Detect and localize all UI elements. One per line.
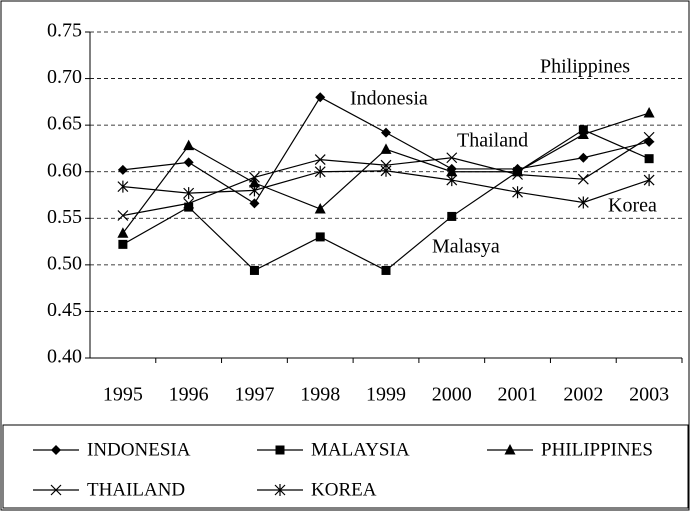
- y-tick-label: 0.70: [47, 66, 82, 88]
- legend-label: PHILIPPINES: [541, 439, 653, 460]
- x-tick-label: 2003: [629, 384, 669, 406]
- y-tick-label: 0.50: [47, 252, 82, 274]
- data-point: [249, 198, 260, 209]
- data-point: [446, 152, 458, 164]
- legend-label: INDONESIA: [87, 439, 191, 460]
- legend-box: [2, 424, 689, 509]
- data-point: [183, 187, 195, 200]
- annotation: Malasya: [432, 236, 500, 258]
- annotation: Thailand: [457, 130, 528, 152]
- data-point: [248, 176, 260, 188]
- data-point: [183, 139, 195, 151]
- legend-label: THAILAND: [87, 479, 185, 500]
- y-tick-label: 0.60: [47, 159, 82, 181]
- data-point: [249, 184, 260, 197]
- data-point: [314, 202, 326, 214]
- data-point: [578, 152, 589, 163]
- data-point: [118, 239, 128, 249]
- data-point: [315, 232, 325, 242]
- y-tick-label: 0.40: [47, 346, 82, 368]
- data-point: [643, 174, 655, 187]
- data-point: [315, 92, 326, 103]
- data-point: [117, 164, 128, 175]
- data-point: [249, 265, 259, 275]
- legend-label: KOREA: [311, 479, 377, 500]
- data-point: [446, 174, 458, 187]
- data-point: [643, 107, 655, 118]
- data-point: [314, 165, 326, 178]
- data-point: [512, 169, 523, 180]
- data-point: [183, 157, 194, 168]
- x-tick-label: 1995: [103, 384, 143, 406]
- x-tick-label: 1998: [300, 384, 340, 406]
- data-point: [577, 173, 589, 185]
- annotation: Philippines: [540, 56, 630, 78]
- data-point: [117, 210, 129, 221]
- y-tick-label: 0.55: [47, 206, 82, 228]
- legend-marker: [504, 444, 516, 455]
- x-tick-label: 1996: [169, 384, 209, 406]
- data-point: [117, 227, 129, 238]
- data-point: [117, 180, 129, 193]
- data-point: [381, 127, 391, 138]
- data-point: [643, 131, 655, 143]
- annotation: Korea: [608, 195, 657, 217]
- y-tick-label: 0.45: [47, 299, 82, 321]
- x-tick-label: 2002: [563, 384, 603, 406]
- y-tick-label: 0.75: [47, 20, 82, 42]
- data-point: [380, 164, 392, 177]
- x-tick-label: 1999: [366, 384, 406, 406]
- annotation: Indonesia: [350, 88, 428, 110]
- x-tick-label: 2001: [498, 384, 538, 406]
- x-tick-label: 2000: [432, 384, 472, 406]
- legend-marker: [51, 445, 61, 455]
- data-point: [184, 202, 194, 212]
- data-point: [644, 154, 654, 164]
- data-point: [314, 154, 326, 166]
- data-point: [380, 143, 392, 154]
- data-point: [577, 128, 589, 139]
- data-point: [183, 197, 195, 209]
- data-point: [447, 211, 457, 221]
- data-point: [249, 171, 260, 183]
- data-point: [577, 196, 589, 209]
- data-point: [381, 265, 391, 275]
- data-point: [446, 165, 458, 177]
- legend-marker: [274, 484, 286, 496]
- legend-marker: [50, 484, 62, 496]
- data-point: [512, 186, 523, 199]
- legend-marker: [275, 445, 285, 455]
- legend-label: MALAYSIA: [311, 439, 410, 460]
- x-tick-label: 1997: [234, 384, 274, 406]
- y-tick-label: 0.65: [47, 113, 82, 135]
